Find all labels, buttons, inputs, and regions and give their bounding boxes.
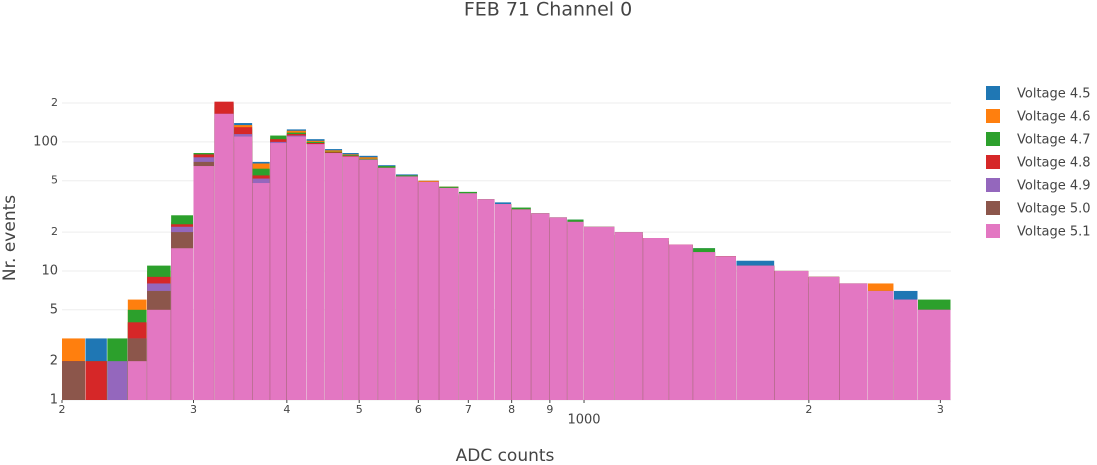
bar [342,156,359,400]
bar [567,221,584,400]
bar [171,248,194,400]
bar [614,232,643,400]
bar [439,187,459,400]
legend-swatch [986,178,1000,192]
legend-label: Voltage 5.0 [1017,202,1091,217]
bar [477,199,495,400]
bar [531,213,550,400]
y-tick-label: 2 [50,354,58,369]
bar [584,226,615,400]
y-tick-label: 10 [41,263,58,278]
x-axis-title: ADC counts [456,446,555,465]
legend-label: Voltage 4.5 [1017,87,1091,102]
y-tick-label: 2 [51,225,58,238]
x-tick-label: 8 [508,403,515,416]
bar [85,361,107,400]
legend-label: Voltage 4.8 [1017,156,1091,171]
bar [270,143,287,401]
x-tick-label: 1000 [567,413,600,428]
bar [736,265,775,400]
bar [234,136,253,400]
y-tick-label: 2 [51,96,58,109]
bar [715,256,736,400]
x-tick-label: 6 [415,403,422,416]
legend-swatch [986,224,1000,238]
bar [193,166,214,400]
bar [893,299,918,400]
bar [325,153,343,400]
bar [107,361,128,400]
legend-swatch [986,155,1000,169]
x-tick-label: 3 [937,403,944,416]
bar [458,193,477,400]
bar [643,238,669,400]
x-tick-label: 5 [356,403,363,416]
x-tick-label: 2 [59,403,66,416]
y-axis-title: Nr. events [0,195,20,281]
bar [306,144,325,400]
x-tick-label: 9 [546,403,553,416]
x-tick-label: 7 [465,403,472,416]
bar [693,252,716,400]
bar [867,290,894,400]
bar [359,159,378,400]
y-tick-label: 5 [50,302,58,317]
bar [395,176,418,400]
y-tick-label: 1 [50,393,58,408]
y-tick-label: 5 [51,174,58,187]
x-tick-label: 4 [283,403,290,416]
bar [286,136,306,400]
x-tick-label: 3 [190,403,197,416]
bar [511,209,531,400]
y-tick-label: 100 [33,134,58,149]
legend-swatch [986,201,1000,215]
legend-label: Voltage 4.6 [1017,110,1091,125]
x-tick-label: 2 [805,403,812,416]
bar [127,361,147,400]
legend-swatch [986,132,1000,146]
bar [917,309,951,400]
bar [147,309,171,400]
bar [549,217,567,400]
bar [669,244,693,400]
bar [214,113,234,400]
bar [774,270,809,400]
bar [252,183,270,400]
bar [418,181,439,400]
bar [808,276,840,400]
chart-title: FEB 71 Channel 0 [464,0,632,21]
bar [495,204,512,400]
legend-swatch [986,109,1000,123]
bar [62,361,85,400]
bar [839,283,868,400]
legend-label: Voltage 4.7 [1017,133,1091,148]
legend-swatch [986,86,1000,100]
legend-label: Voltage 5.1 [1017,225,1091,240]
legend-label: Voltage 4.9 [1017,179,1091,194]
bar [378,167,396,400]
